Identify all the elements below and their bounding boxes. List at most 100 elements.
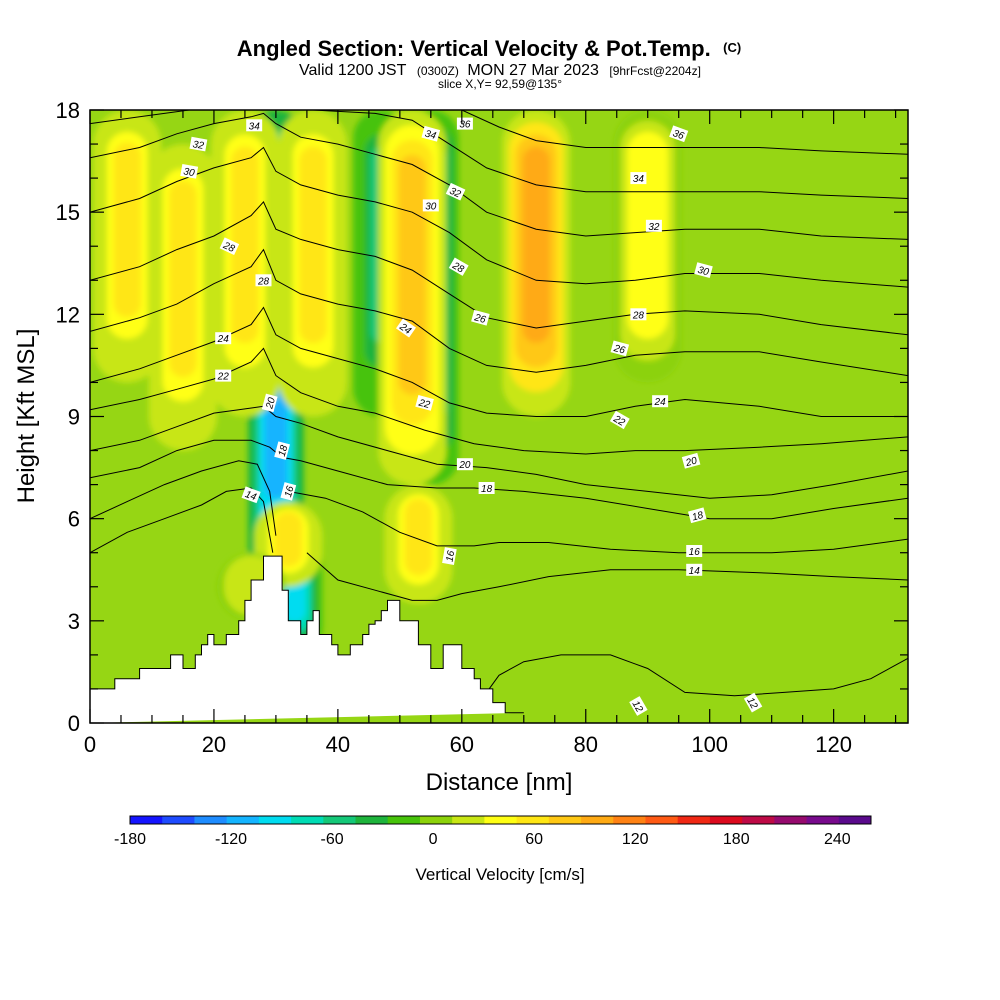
- contour-label-text: 18: [691, 510, 705, 524]
- contour-label: 14: [241, 486, 261, 503]
- contour-label-bg: [478, 482, 495, 494]
- contour-label-bg: [215, 332, 232, 345]
- axis-ticks: [89, 109, 908, 724]
- contour-label-bg: [274, 441, 290, 460]
- colorbar-swatch: [387, 816, 421, 824]
- x-tick-label: 80: [574, 732, 598, 757]
- contour-label-text: 22: [611, 413, 627, 429]
- slice-info: slice X,Y= 92,59@135°: [438, 77, 562, 91]
- terrain: [90, 555, 524, 723]
- contour-label-text: 24: [217, 334, 230, 345]
- theta-contour-14: [90, 487, 274, 554]
- colorbar-swatch: [258, 816, 292, 824]
- contour-label: 30: [180, 164, 199, 179]
- contour-label-bg: [686, 563, 703, 576]
- velocity-band: [398, 154, 426, 395]
- colorbar-swatch: [162, 816, 195, 824]
- contour-label-bg: [681, 452, 701, 469]
- contour-label: 20: [681, 452, 701, 469]
- contour-label-text: 34: [424, 128, 438, 142]
- colorbar: [129, 815, 872, 825]
- contour-label-text: 20: [458, 460, 471, 471]
- contour-label-text: 14: [689, 566, 701, 577]
- colorbar-tick-label: 240: [824, 831, 851, 848]
- forecast-info: [9hrFcst@2204z]: [609, 64, 701, 78]
- theta-contour-34: [313, 110, 908, 199]
- colorbar-label: Vertical Velocity [cm/s]: [415, 865, 584, 884]
- contour-label-text: 30: [696, 265, 710, 279]
- theta-contour-34: [90, 110, 190, 125]
- contour-label-bg: [609, 410, 630, 430]
- y-tick-label: 0: [68, 711, 80, 736]
- contour-label-text: 20: [684, 455, 699, 469]
- valid-zulu: (0300Z): [417, 64, 459, 78]
- colorbar-swatch: [516, 816, 550, 824]
- chart-title: Angled Section: Vertical Velocity & Pot.…: [237, 36, 711, 61]
- contour-label-text: 34: [249, 121, 261, 132]
- contour-label-text: 36: [671, 128, 686, 142]
- contour-label-text: 24: [654, 397, 667, 408]
- contour-label-bg: [686, 545, 703, 557]
- contour-label-text: 34: [633, 174, 645, 185]
- contour-label-text: 16: [283, 485, 297, 499]
- contour-label-bg: [645, 219, 662, 232]
- theta-contour-36: [461, 110, 908, 155]
- contour-label: 20: [456, 458, 473, 471]
- contour-label-text: 32: [648, 222, 660, 233]
- theta-contour-28: [90, 200, 908, 336]
- colorbar-tick-label: 120: [622, 831, 649, 848]
- velocity-feature-12: [384, 484, 453, 604]
- velocity-feature-7: [148, 144, 218, 451]
- contour-label-bg: [215, 369, 232, 382]
- velocity-feature-9: [279, 110, 348, 417]
- velocity-band: [404, 498, 433, 576]
- contour-label-text: 26: [472, 312, 487, 326]
- contour-label: 28: [219, 237, 240, 255]
- y-tick-label: 9: [68, 405, 80, 430]
- valid-time-line: Valid 1200 JST (0300Z) MON 27 Mar 2023 […: [299, 62, 701, 79]
- contour-label-bg: [471, 309, 490, 326]
- contour-label: 32: [189, 136, 208, 152]
- contour-label-bg: [261, 393, 278, 413]
- theta-contour-14: [306, 552, 908, 601]
- contour-label: 14: [686, 563, 703, 577]
- contour-label: 12: [743, 692, 763, 713]
- y-tick-label: 6: [68, 507, 80, 532]
- velocity-feature-5: [378, 110, 447, 485]
- velocity-band: [274, 511, 302, 567]
- contour-label-text: 12: [744, 696, 759, 712]
- contour-label-bg: [456, 117, 473, 130]
- colorbar-tick-labels: -180 -120 -60 0 60 120 180 240: [114, 831, 851, 848]
- contour-label: 34: [630, 172, 647, 185]
- contour-label-text: 30: [425, 201, 437, 212]
- contour-label-bg: [630, 172, 647, 185]
- contour-label-text: 18: [277, 444, 291, 458]
- colorbar-tick-label: -180: [114, 831, 146, 848]
- contour-label-text: 14: [243, 489, 258, 503]
- theta-contour-16: [90, 460, 277, 536]
- contour-label-text: 32: [448, 186, 463, 201]
- contour-label-text: 18: [481, 484, 493, 495]
- contour-label-bg: [743, 692, 763, 713]
- contour-label: 22: [609, 410, 630, 430]
- contour-label-text: 22: [217, 372, 230, 383]
- x-tick-labels: 0 20 40 60 80 100 120: [84, 732, 852, 757]
- contour-label-bg: [396, 318, 416, 338]
- colorbar-swatch: [355, 816, 389, 824]
- colorbar-tick-label: 60: [525, 831, 543, 848]
- contour-label: 12: [629, 696, 648, 716]
- contour-label: 18: [478, 482, 495, 495]
- contour-label-bg: [421, 125, 441, 142]
- contour-label-bg: [189, 136, 208, 152]
- valid-time: Valid 1200 JST: [299, 62, 407, 79]
- contour-label-bg: [688, 507, 707, 524]
- contour-label: 22: [215, 369, 232, 383]
- theta-contour-20: [90, 405, 908, 499]
- colorbar-swatch: [677, 816, 711, 824]
- theta-contours: [90, 110, 908, 714]
- x-tick-label: 0: [84, 732, 96, 757]
- colorbar-tick-label: 180: [723, 831, 750, 848]
- velocity-band: [169, 180, 197, 377]
- contour-label: 28: [630, 308, 647, 321]
